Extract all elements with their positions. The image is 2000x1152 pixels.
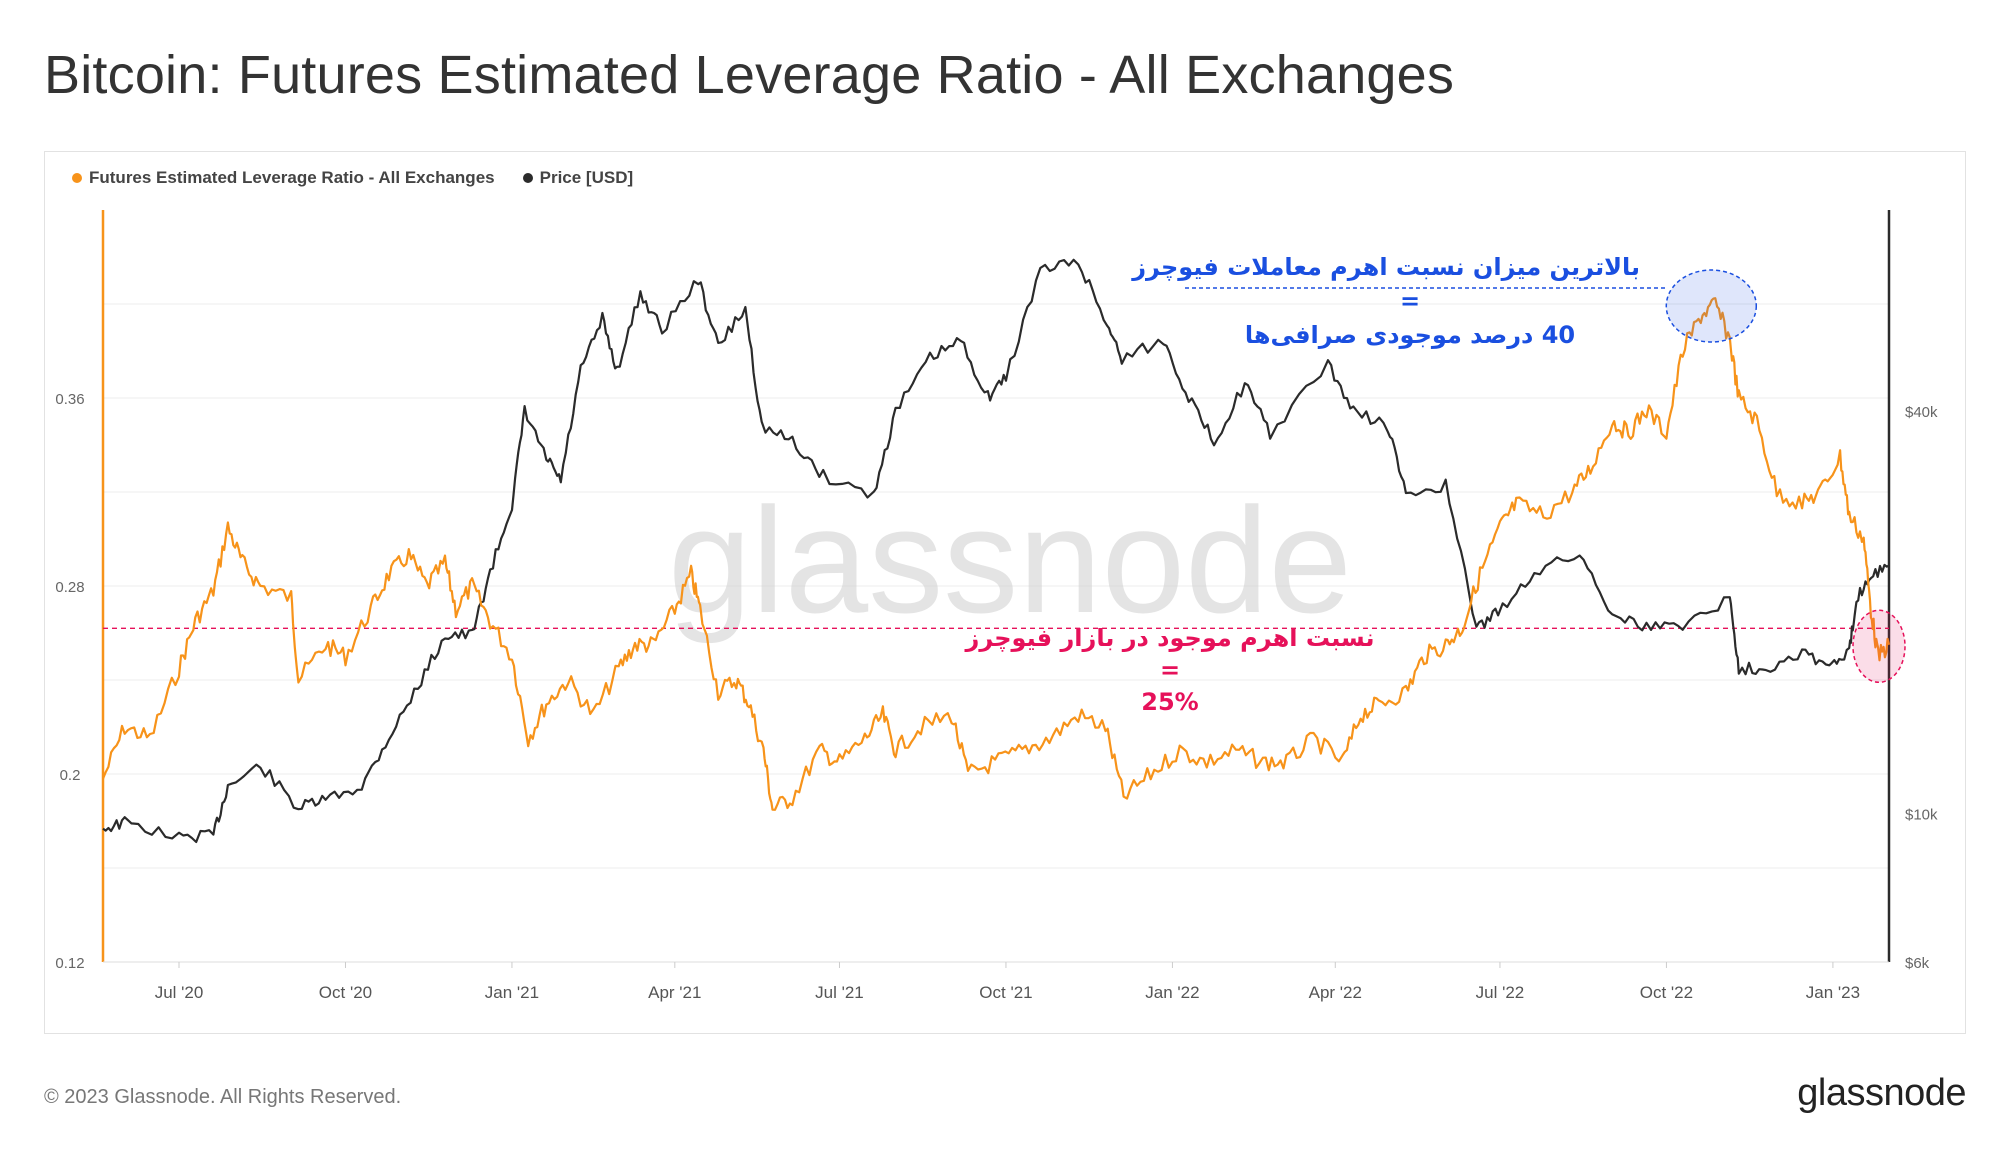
axes — [101, 210, 1891, 963]
x-tick-label-1: Oct '20 — [319, 983, 372, 1002]
y-left-tick-label-0: 0.12 — [55, 955, 84, 972]
peak-annotation: بالاترین میزان نسبت اهرم معاملات فیوچرز … — [1132, 250, 1640, 352]
x-tick-label-0: Jul '20 — [155, 983, 204, 1002]
current-annotation-line3: 25% — [1141, 688, 1199, 716]
y-left-tick-label-2: 0.28 — [55, 579, 84, 596]
x-tick-label-7: Apr '22 — [1309, 983, 1362, 1002]
current-annotation-line1: نسبت اهرم موجود در بازار فیوچرز — [965, 624, 1375, 652]
legend-item-price[interactable]: Price [USD] — [522, 168, 634, 188]
peak-highlight-ellipse — [1665, 269, 1758, 343]
peak-annotation-line3: 40 درصد موجودی صرافی‌ها — [1244, 321, 1576, 349]
current-annotation: نسبت اهرم موجود در بازار فیوچرز = 25% — [930, 622, 1410, 718]
legend: Futures Estimated Leverage Ratio - All E… — [72, 168, 633, 188]
y-right-tick-label-2: $40k — [1905, 404, 1938, 421]
legend-label-price: Price [USD] — [539, 168, 634, 187]
legend-dot-leverage — [72, 173, 82, 183]
footer-brand-logo[interactable]: glassnode — [1797, 1072, 1966, 1114]
x-tick-label-10: Jan '23 — [1806, 983, 1860, 1002]
legend-dot-price — [522, 173, 533, 183]
peak-annotation-line1: بالاترین میزان نسبت اهرم معاملات فیوچرز — [1132, 253, 1640, 281]
y-right-tick-label-1: $10k — [1905, 807, 1938, 824]
footer-copyright: © 2023 Glassnode. All Rights Reserved. — [44, 1086, 402, 1108]
watermark: glassnode — [668, 476, 1352, 644]
chart-frame — [44, 151, 1966, 1034]
x-axis-ticks: Jul '20 Oct '20 Jan '21 Apr '21 Jul '21 Oct '… — [155, 962, 1860, 1002]
x-tick-label-3: Apr '21 — [648, 983, 701, 1002]
peak-annotation-line2: = — [1399, 287, 1421, 315]
legend-label-leverage: Futures Estimated Leverage Ratio - All E… — [89, 168, 495, 187]
x-tick-label-4: Jul '21 — [815, 983, 864, 1002]
y-right-tick-label-0: $6k — [1905, 955, 1930, 972]
leverage-series-line — [101, 297, 1891, 811]
x-tick-label-9: Oct '22 — [1640, 983, 1693, 1002]
y-left-tick-label-3: 0.36 — [55, 391, 84, 408]
legend-item-leverage[interactable]: Futures Estimated Leverage Ratio - All E… — [72, 168, 495, 188]
price-series-line — [102, 258, 1890, 844]
current-annotation-line2: = — [1159, 656, 1181, 684]
y-axis-right-ticks: $6k $10k $40k — [1905, 404, 1938, 972]
current-highlight-ellipse — [1852, 609, 1906, 684]
x-tick-label-2: Jan '21 — [485, 983, 539, 1002]
page-title: Bitcoin: Futures Estimated Leverage Rati… — [44, 45, 1455, 105]
x-tick-label-6: Jan '22 — [1145, 983, 1199, 1002]
x-tick-label-5: Oct '21 — [979, 983, 1032, 1002]
x-tick-label-8: Jul '22 — [1476, 983, 1525, 1002]
y-left-tick-label-1: 0.2 — [60, 767, 81, 784]
y-axis-left-ticks: 0.12 0.2 0.28 0.36 — [55, 391, 84, 972]
